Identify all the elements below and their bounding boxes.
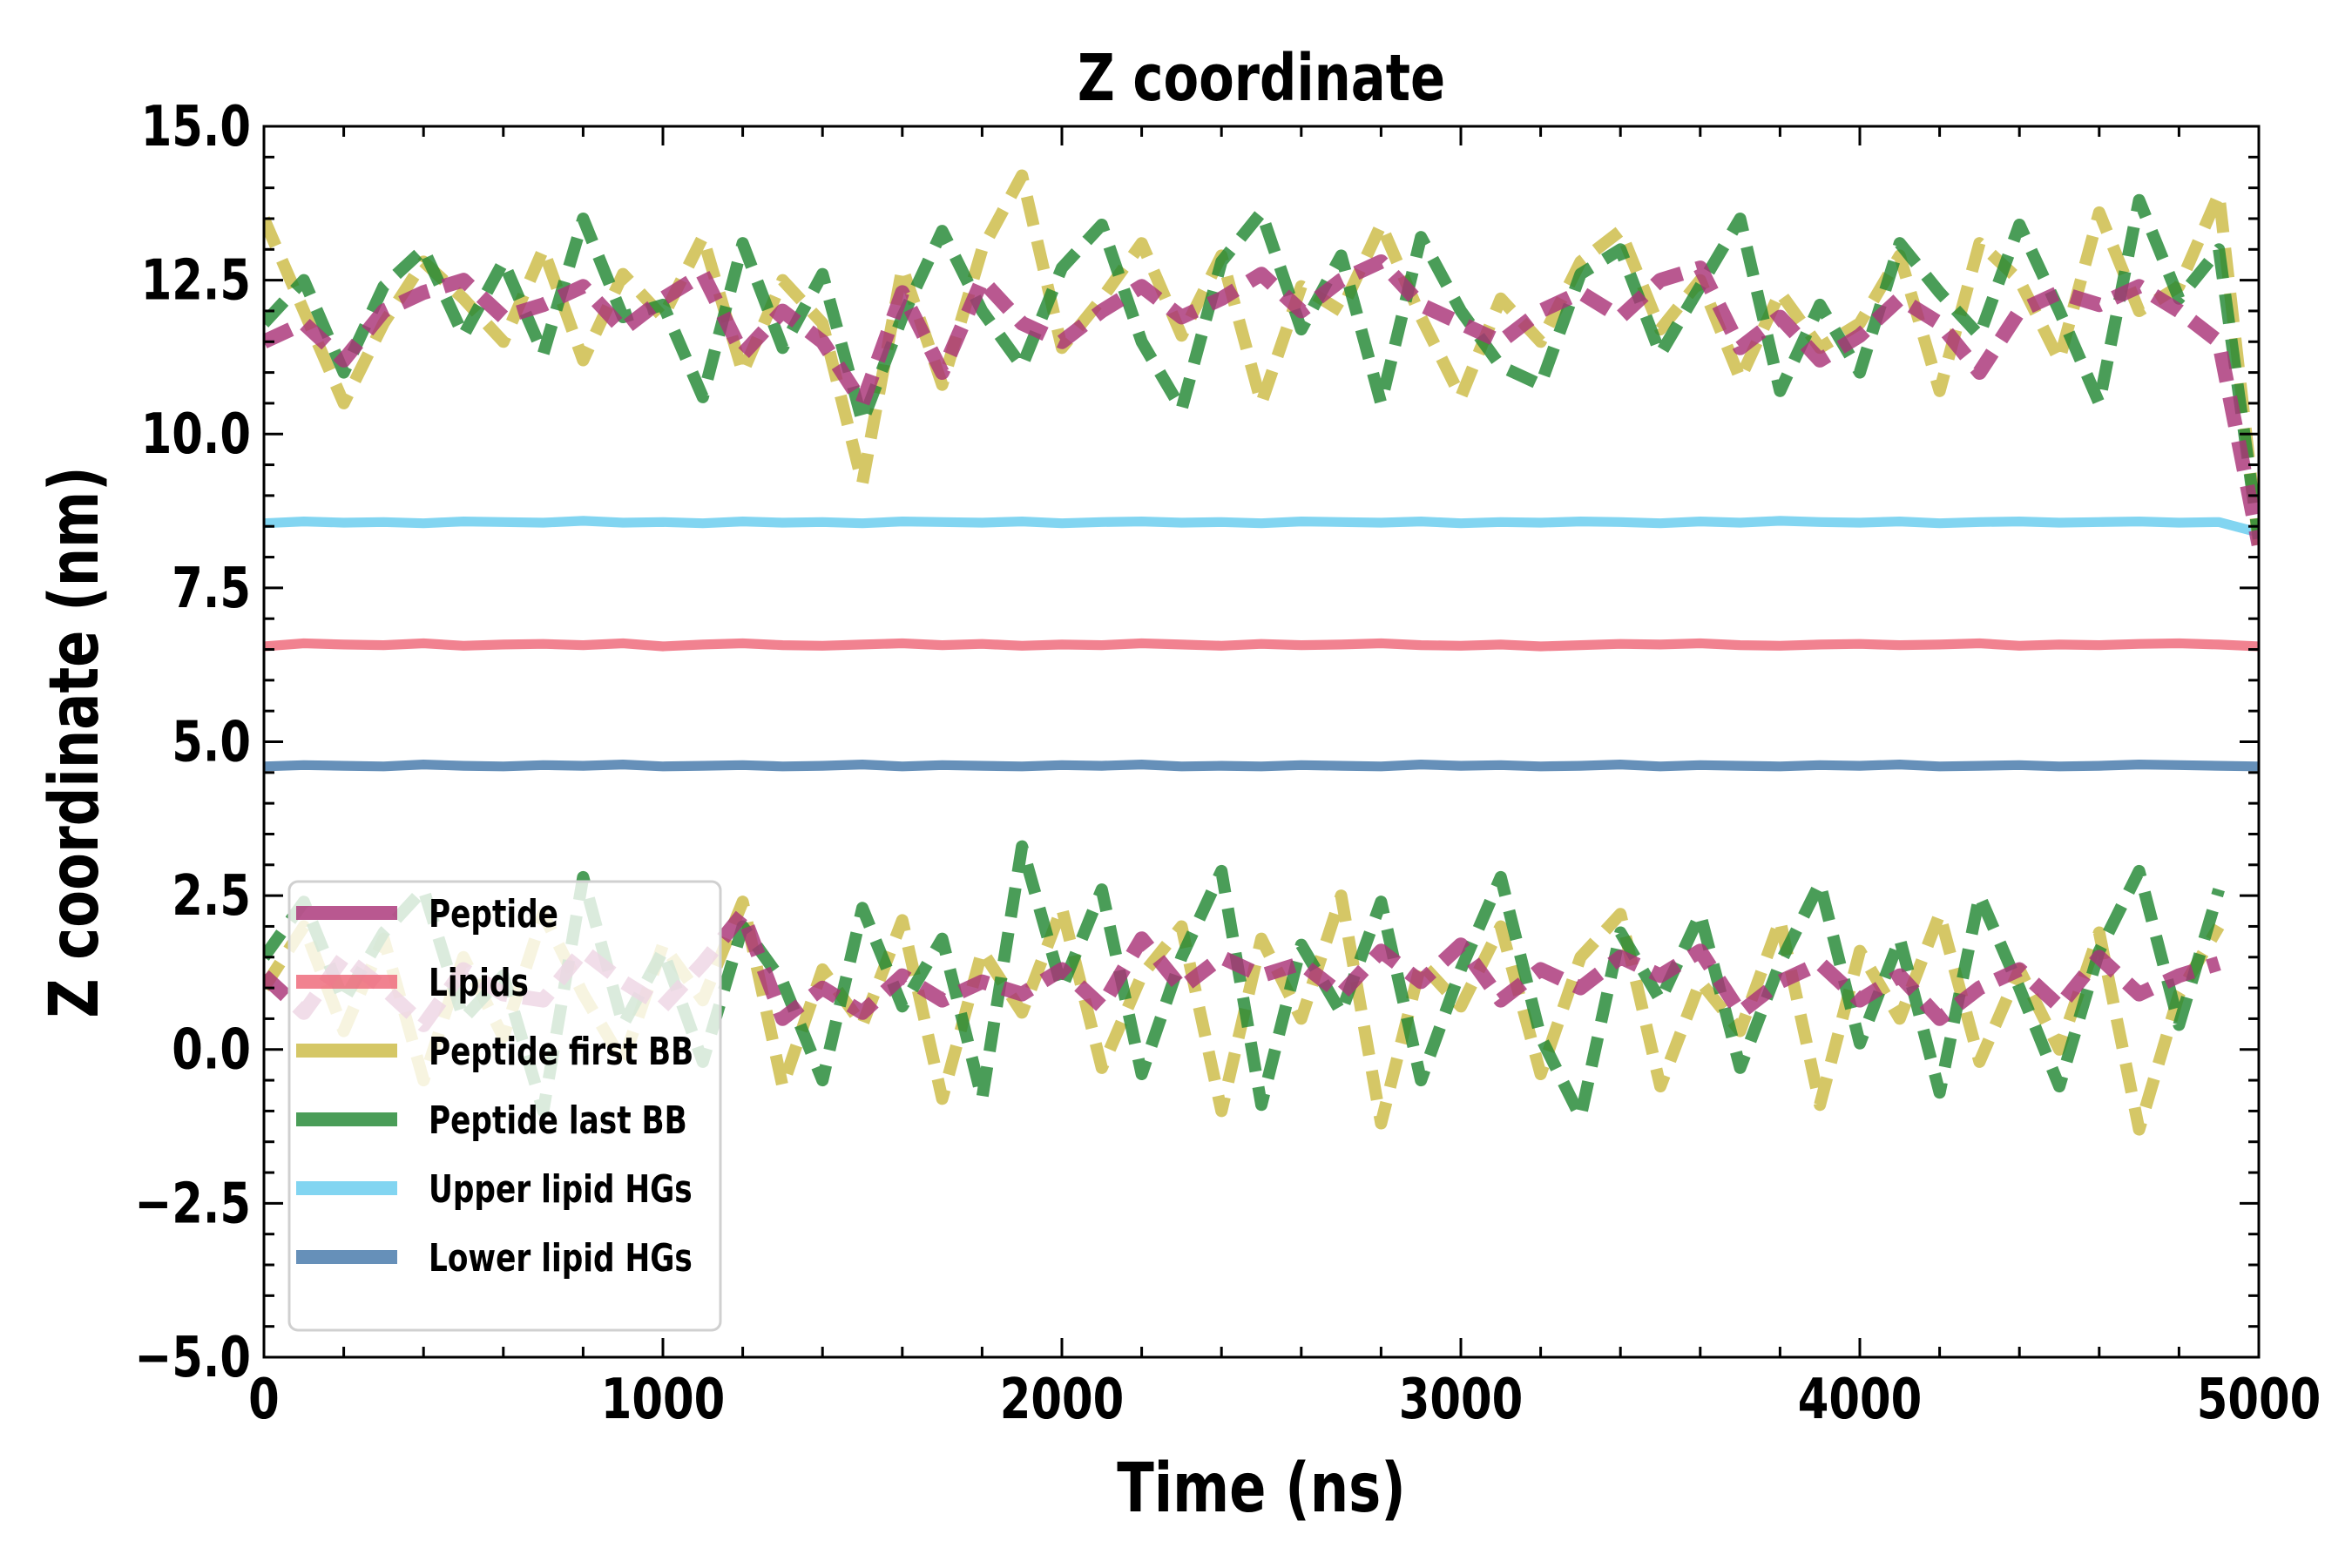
series-line-peptide-upper <box>264 253 2259 547</box>
y-tick-label: −2.5 <box>134 1171 251 1236</box>
y-tick-label: 2.5 <box>172 862 251 928</box>
x-tick-label: 2000 <box>1000 1366 1124 1431</box>
series-line-peptide-last-bb-upper <box>264 193 2259 540</box>
series-line-peptide-first-bb-upper <box>264 169 2259 546</box>
y-tick-label: 0.0 <box>172 1017 251 1082</box>
y-tick-label: −5.0 <box>134 1324 251 1389</box>
x-tick-label: 3000 <box>1399 1366 1523 1431</box>
legend-label-peptide-last-bb: Peptide last BB <box>429 1098 687 1143</box>
legend-label-peptide: Peptide <box>429 892 558 936</box>
legend-label-lipids: Lipids <box>429 961 529 1005</box>
legend-label-peptide-first-bb: Peptide first BB <box>429 1030 693 1074</box>
legend-label-upper-lipid-hgs: Upper lipid HGs <box>429 1167 693 1212</box>
chart-title: Z coordinate <box>1078 41 1445 116</box>
x-tick-label: 5000 <box>2197 1366 2321 1431</box>
y-tick-label: 15.0 <box>141 93 251 159</box>
x-tick-label: 1000 <box>601 1366 725 1431</box>
legend: Peptide Lipids Peptide first BB Peptide las… <box>287 880 722 1332</box>
legend-label-lower-lipid-hgs: Lower lipid HGs <box>429 1236 693 1281</box>
y-tick-label: 10.0 <box>141 402 251 467</box>
series-line-upper-lipid-hgs <box>264 516 2259 537</box>
series-line-lipids <box>264 638 2259 652</box>
tick-layer: 0 1000 2000 3000 4000 5000 −5.0 −2.5 0.0 2.5 5.0 7.… <box>134 93 2321 1431</box>
y-axis-label: Z coordinate (nm) <box>34 466 114 1017</box>
series-line-lower-lipid-hgs <box>264 759 2259 772</box>
x-tick-label: 4000 <box>1798 1366 1922 1431</box>
y-tick-label: 5.0 <box>172 709 251 774</box>
y-tick-label: 7.5 <box>172 555 251 620</box>
x-tick-label: 0 <box>248 1366 280 1431</box>
legend-box <box>287 880 722 1332</box>
y-tick-label: 12.5 <box>141 247 251 313</box>
x-axis-label: Time (ns) <box>1117 1448 1406 1528</box>
